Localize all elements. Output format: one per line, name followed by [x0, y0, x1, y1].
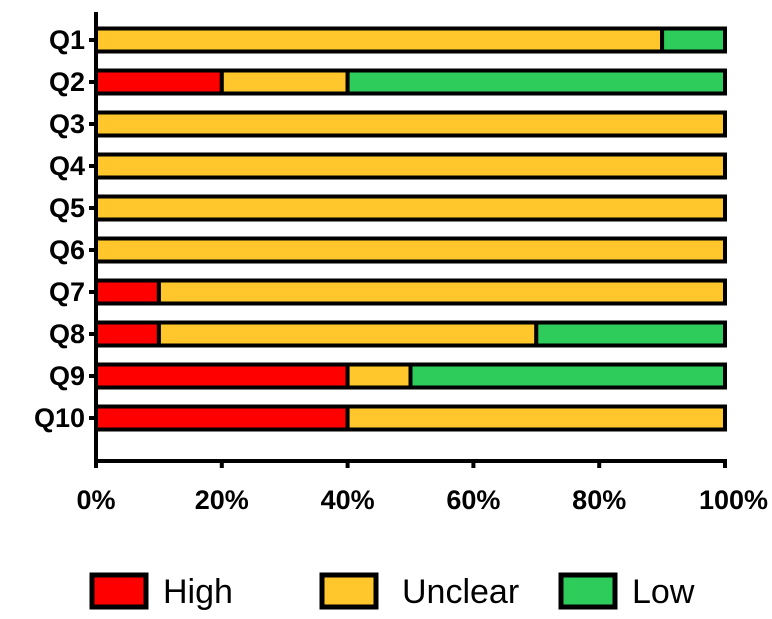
legend-label-low: Low: [632, 573, 695, 611]
legend-swatch-unclear: [319, 572, 379, 610]
legend: High Unclear Low: [89, 572, 695, 611]
bar-segment-q1-unclear: [94, 26, 665, 54]
bar-segment-q10-high: [94, 404, 350, 432]
y-tick-label-q1: Q1: [49, 25, 85, 55]
bar-segment-q2-unclear: [219, 68, 350, 96]
legend-swatch-low: [558, 572, 618, 610]
bar-segment-q2-high: [94, 68, 224, 96]
bar-segment-q10-unclear: [345, 404, 727, 432]
bar-segment-q3-unclear: [94, 110, 727, 138]
bar-segment-q9-high: [94, 362, 350, 390]
bar-segment-q9-unclear: [345, 362, 413, 390]
bar-segment-q7-high: [94, 278, 161, 306]
y-tick-label-q5: Q5: [49, 193, 85, 223]
y-tick-label-q3: Q3: [49, 109, 85, 139]
bar-segment-q8-high: [94, 320, 161, 348]
y-tick-label-q9: Q9: [49, 361, 85, 391]
x-tick-label: 100%: [699, 485, 768, 515]
bar-segment-q1-low: [660, 26, 727, 54]
y-tick-label-q7: Q7: [49, 277, 85, 307]
y-tick-label-q10: Q10: [34, 403, 85, 433]
y-tick-label-q2: Q2: [49, 67, 85, 97]
y-tick-label-q6: Q6: [49, 235, 85, 265]
bar-segment-q2-low: [345, 68, 727, 96]
bar-segment-q7-unclear: [156, 278, 727, 306]
x-tick-label: 20%: [195, 485, 249, 515]
bar-segment-q8-low: [534, 320, 727, 348]
bar-segment-q6-unclear: [94, 236, 727, 264]
axes-layer: Q1 Q2 Q3 Q4 Q5 Q6 Q7 Q8 Q9 Q10 0% 20% 40% 60% 80% 100%: [34, 12, 768, 515]
bar-segment-q4-unclear: [94, 152, 727, 180]
bars-layer: [94, 26, 727, 432]
legend-label-unclear: Unclear: [402, 573, 519, 611]
y-tick-label-q4: Q4: [49, 151, 85, 181]
bar-segment-q9-low: [408, 362, 727, 390]
bar-segment-q8-unclear: [156, 320, 539, 348]
x-tick-label: 40%: [321, 485, 375, 515]
x-tick-label: 80%: [572, 485, 626, 515]
legend-label-high: High: [163, 573, 233, 611]
x-tick-label: 0%: [76, 485, 115, 515]
y-tick-label-q8: Q8: [49, 319, 85, 349]
x-tick-label: 60%: [446, 485, 500, 515]
bar-segment-q5-unclear: [94, 194, 727, 222]
legend-swatch-high: [89, 572, 149, 610]
